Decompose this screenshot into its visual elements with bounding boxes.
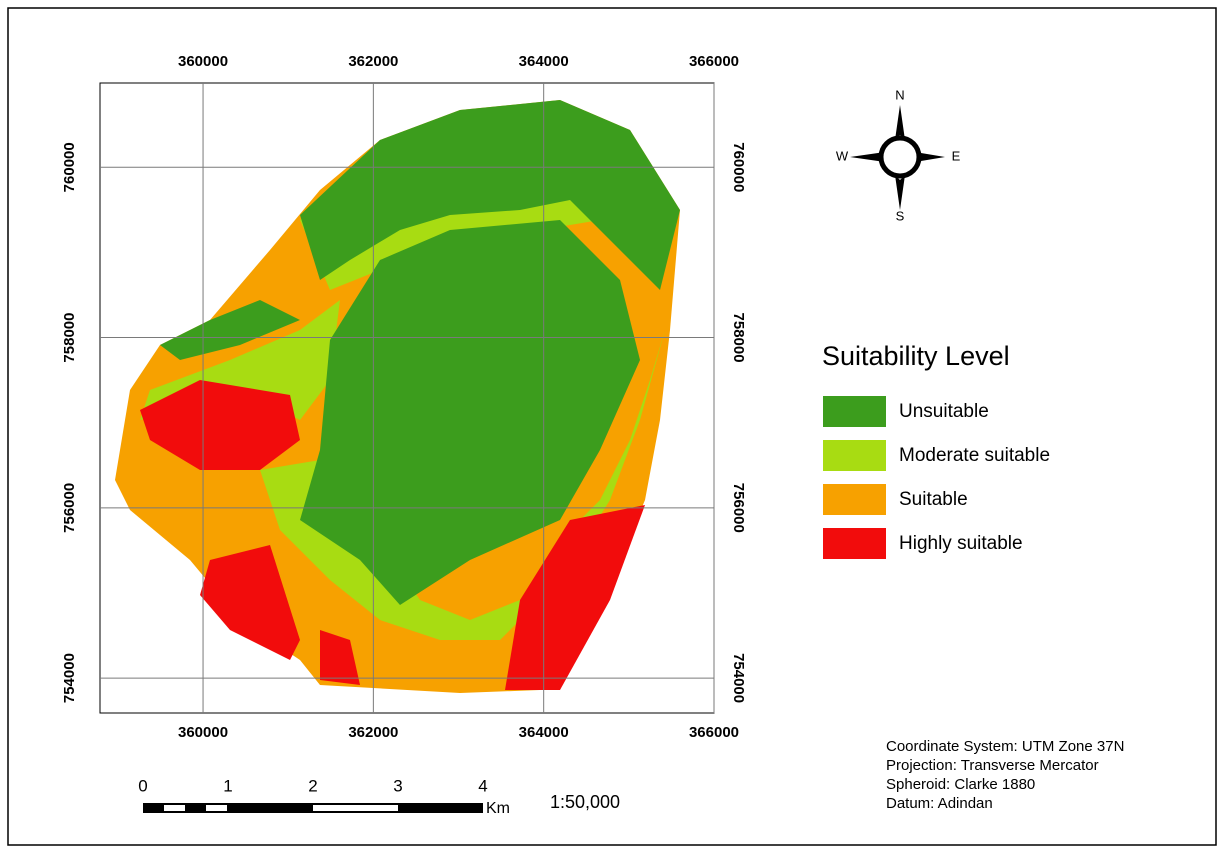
y-tick-label: 760000	[61, 142, 78, 192]
north-label: N	[895, 87, 904, 102]
legend-swatch	[823, 440, 886, 471]
west-label: W	[836, 148, 849, 163]
info-line: Projection: Transverse Mercator	[886, 757, 1099, 774]
x-tick-label: 362000	[348, 53, 398, 70]
y-tick-label: 754000	[61, 653, 78, 703]
scale-label: 1	[223, 776, 232, 795]
x-tick-label: 362000	[348, 724, 398, 741]
legend-label: Highly suitable	[899, 533, 1023, 554]
y-tick-label: 754000	[730, 653, 747, 703]
scale-label: 4	[478, 776, 487, 795]
legend-title: Suitability Level	[822, 341, 1010, 371]
scale-bar	[143, 803, 483, 813]
info-line: Coordinate System: UTM Zone 37N	[886, 738, 1124, 755]
x-tick-label: 364000	[519, 724, 569, 741]
east-label: E	[952, 148, 961, 163]
y-tick-label: 756000	[61, 483, 78, 533]
map-layout: 360000 360000 362000 362000 364000 364000 3660…	[0, 0, 1224, 852]
scale-label: 0	[138, 776, 147, 795]
legend-swatch	[823, 396, 886, 427]
y-tick-label: 758000	[61, 313, 78, 363]
south-label: S	[896, 208, 905, 223]
legend-label: Moderate suitable	[899, 445, 1050, 466]
scale-label: 3	[393, 776, 402, 795]
page: {"map": {"xlim": [358790, 366000], "ylim…	[0, 0, 1224, 852]
x-tick-label: 366000	[689, 724, 739, 741]
x-tick-label: 364000	[519, 53, 569, 70]
info-line: Spheroid: Clarke 1880	[886, 776, 1035, 793]
info-line: Datum: Adindan	[886, 795, 993, 812]
y-tick-label: 758000	[730, 313, 747, 363]
x-tick-label: 360000	[178, 53, 228, 70]
legend-swatch	[823, 528, 886, 559]
y-tick-label: 760000	[730, 142, 747, 192]
scale-unit: Km	[486, 800, 510, 817]
y-tick-label: 756000	[730, 483, 747, 533]
x-tick-label: 360000	[178, 724, 228, 741]
x-tick-label: 366000	[689, 53, 739, 70]
legend-swatch	[823, 484, 886, 515]
scale-ratio: 1:50,000	[550, 792, 620, 812]
legend-label: Suitable	[899, 489, 968, 510]
legend-label: Unsuitable	[899, 401, 989, 422]
scale-label: 2	[308, 776, 317, 795]
